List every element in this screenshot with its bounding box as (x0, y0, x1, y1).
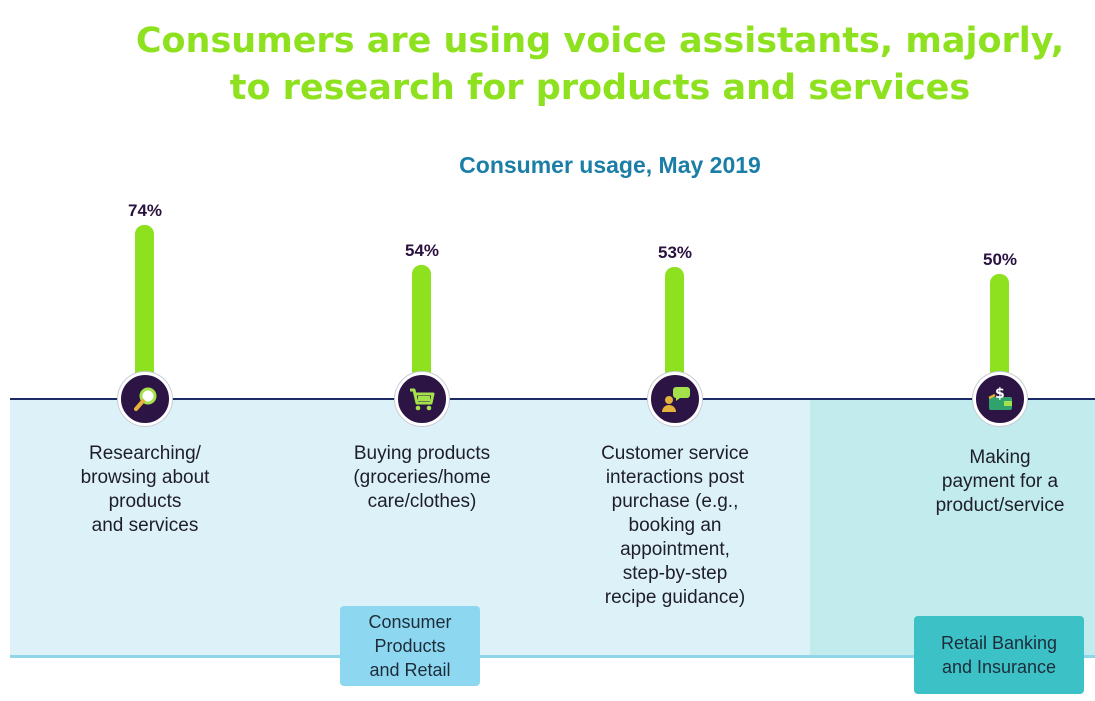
category-label: Customer service interactions post purchas… (575, 442, 775, 610)
chart-title-line-1: Consumers are using voice assistants, ma… (135, 21, 1065, 61)
category-label-line: appointment, (620, 539, 730, 560)
bar-value-label: 54% (404, 241, 440, 260)
category-label-line: step-by-step (622, 563, 728, 584)
category-label: Researching/browsing about products and se… (55, 442, 235, 538)
chart-baseline (10, 398, 1095, 400)
category-label-line: products (108, 491, 182, 512)
category-label-line: Researching/ (89, 443, 201, 464)
category-label-line: payment for a (941, 471, 1059, 492)
category-label-line: Customer service (601, 443, 749, 464)
chart-subtitle: Consumer usage, May 2019 (459, 152, 761, 178)
category-label-line: browsing about (80, 467, 210, 488)
category-label-line: interactions post (605, 467, 745, 488)
industry-line: Products (374, 636, 446, 656)
category-label: Making payment for a product/service (920, 446, 1080, 518)
category-label-line: recipe guidance) (604, 587, 746, 608)
industry-line: Consumer (368, 612, 452, 632)
category-label-line: booking an (628, 515, 722, 536)
cart-icon (395, 372, 449, 426)
category-label-line: (groceries/home (353, 467, 491, 488)
category-label-line: Buying products (353, 443, 491, 464)
category-label-line: Making (969, 447, 1031, 468)
bar-value-label: 50% (982, 250, 1018, 269)
bar-2 (412, 265, 431, 375)
industry-line: Retail Banking (940, 633, 1058, 653)
wallet-dollar-icon: $ (973, 372, 1027, 426)
chart-title-line-2: to research for products and services (229, 68, 971, 108)
category-label-line: care/clothes) (367, 491, 477, 512)
industry-label-consumer-products: Consumer Products and Retail (340, 606, 480, 686)
category-label-line: product/service (935, 495, 1065, 516)
bar-value-label: 53% (657, 243, 693, 262)
search-icon (118, 372, 172, 426)
bar-1 (135, 225, 154, 375)
bar-value-label: 74% (127, 201, 163, 220)
chart-title: Consumers are using voice assistants, ma… (80, 18, 1095, 112)
chart-bottom-line (10, 655, 1095, 658)
category-label: Buying products (groceries/home care/cloth… (332, 442, 512, 514)
category-label-line: purchase (e.g., (611, 491, 739, 512)
industry-label-retail-banking: Retail Banking and Insurance (914, 616, 1084, 694)
svg-text:$: $ (995, 386, 1005, 402)
chat-user-icon (648, 372, 702, 426)
industry-line: and Retail (369, 660, 451, 680)
bar-3 (665, 267, 684, 375)
bar-4 (990, 274, 1009, 375)
industry-line: and Insurance (941, 657, 1057, 677)
category-label-line: and services (91, 515, 199, 536)
retail-banking-panel (810, 399, 1095, 657)
